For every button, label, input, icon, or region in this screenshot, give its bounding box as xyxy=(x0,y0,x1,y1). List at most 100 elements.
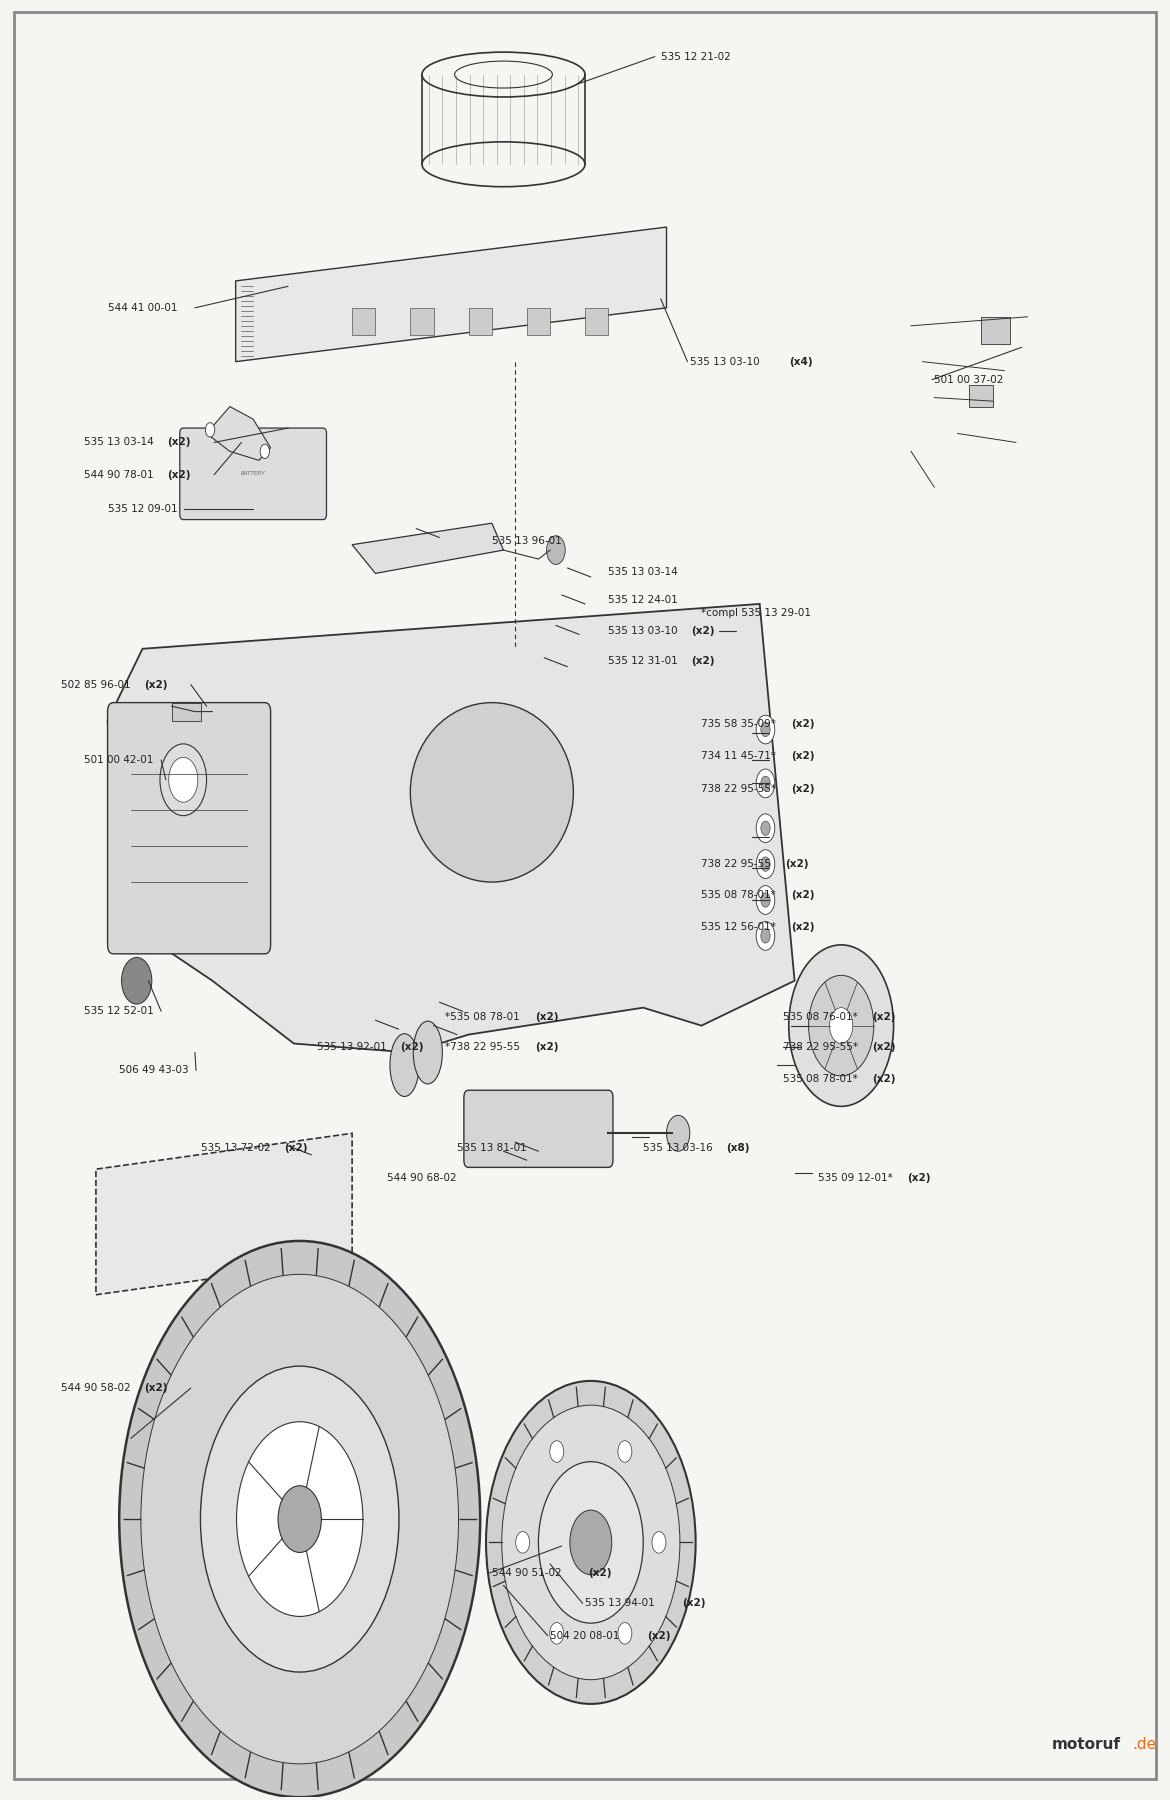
Bar xyxy=(411,308,434,335)
Text: *compl 535 13 29-01: *compl 535 13 29-01 xyxy=(702,608,812,617)
Text: 544 41 00-01: 544 41 00-01 xyxy=(108,302,177,313)
Text: (x2): (x2) xyxy=(400,1042,424,1053)
Text: (x2): (x2) xyxy=(791,889,814,900)
Text: (x2): (x2) xyxy=(873,1042,896,1053)
Polygon shape xyxy=(108,605,794,1053)
Text: (x2): (x2) xyxy=(873,1012,896,1022)
Text: (x2): (x2) xyxy=(535,1042,558,1053)
Text: 535 13 92-01: 535 13 92-01 xyxy=(317,1042,390,1053)
Ellipse shape xyxy=(168,758,198,803)
Text: *535 08 78-01: *535 08 78-01 xyxy=(446,1012,523,1022)
Text: (x2): (x2) xyxy=(908,1174,931,1183)
Polygon shape xyxy=(352,524,503,574)
Text: (x2): (x2) xyxy=(167,470,191,481)
Circle shape xyxy=(760,893,770,907)
Circle shape xyxy=(618,1440,632,1462)
FancyBboxPatch shape xyxy=(180,428,326,520)
Circle shape xyxy=(756,769,775,797)
Circle shape xyxy=(756,922,775,950)
Ellipse shape xyxy=(413,1021,442,1084)
Text: 535 12 24-01: 535 12 24-01 xyxy=(608,596,679,605)
Text: 535 12 21-02: 535 12 21-02 xyxy=(661,52,730,61)
Circle shape xyxy=(550,1440,564,1462)
Polygon shape xyxy=(207,407,270,461)
Circle shape xyxy=(200,1366,399,1672)
Text: 544 90 78-01: 544 90 78-01 xyxy=(84,470,157,481)
Text: motoruf: motoruf xyxy=(1052,1737,1121,1753)
Text: (x2): (x2) xyxy=(691,657,715,666)
Text: (x2): (x2) xyxy=(284,1143,308,1152)
Text: 535 08 76-01*: 535 08 76-01* xyxy=(783,1012,861,1022)
Text: 535 09 12-01*: 535 09 12-01* xyxy=(818,1174,896,1183)
Text: 535 08 78-01*: 535 08 78-01* xyxy=(702,889,779,900)
Text: 734 11 45-71*: 734 11 45-71* xyxy=(702,751,779,761)
Text: 535 13 72-02: 535 13 72-02 xyxy=(201,1143,274,1152)
Text: 506 49 43-03: 506 49 43-03 xyxy=(119,1066,188,1075)
Text: (x2): (x2) xyxy=(791,720,814,729)
Polygon shape xyxy=(235,227,667,362)
Bar xyxy=(969,385,992,407)
Text: 544 90 58-02: 544 90 58-02 xyxy=(61,1382,133,1393)
Text: (x2): (x2) xyxy=(873,1075,896,1084)
Text: 535 13 81-01: 535 13 81-01 xyxy=(457,1143,526,1152)
FancyBboxPatch shape xyxy=(463,1091,613,1168)
Circle shape xyxy=(122,958,152,1004)
Ellipse shape xyxy=(411,702,573,882)
Text: (x8): (x8) xyxy=(727,1143,750,1152)
Text: 738 22 95-55: 738 22 95-55 xyxy=(702,859,775,869)
Text: (x2): (x2) xyxy=(691,626,715,635)
Bar xyxy=(526,308,550,335)
Text: 535 13 03-16: 535 13 03-16 xyxy=(644,1143,716,1152)
Polygon shape xyxy=(96,1134,352,1294)
Text: 535 12 31-01: 535 12 31-01 xyxy=(608,657,681,666)
Text: 738 22 95-55*: 738 22 95-55* xyxy=(783,1042,861,1053)
Text: 535 12 09-01: 535 12 09-01 xyxy=(108,504,177,513)
Text: 738 22 95-55*: 738 22 95-55* xyxy=(702,783,779,794)
Text: 535 13 94-01: 535 13 94-01 xyxy=(585,1598,658,1609)
Text: (x2): (x2) xyxy=(167,437,191,448)
Text: (x2): (x2) xyxy=(144,680,167,689)
Circle shape xyxy=(538,1462,644,1624)
Text: 502 85 96-01: 502 85 96-01 xyxy=(61,680,133,689)
Circle shape xyxy=(756,814,775,842)
Circle shape xyxy=(667,1116,690,1152)
Text: (x2): (x2) xyxy=(589,1568,612,1579)
Bar xyxy=(468,308,491,335)
Text: 535 12 52-01: 535 12 52-01 xyxy=(84,1006,154,1017)
Text: 535 13 03-10: 535 13 03-10 xyxy=(608,626,681,635)
Text: 735 58 35-09*: 735 58 35-09* xyxy=(702,720,779,729)
Text: 535 13 96-01: 535 13 96-01 xyxy=(491,536,562,545)
Circle shape xyxy=(652,1532,666,1553)
Circle shape xyxy=(756,715,775,743)
Circle shape xyxy=(789,945,894,1107)
Circle shape xyxy=(760,821,770,835)
Text: (x2): (x2) xyxy=(682,1598,706,1609)
Text: 535 12 56-01*: 535 12 56-01* xyxy=(702,922,779,932)
Text: 504 20 08-01: 504 20 08-01 xyxy=(550,1631,622,1642)
Circle shape xyxy=(570,1510,612,1575)
Text: (x2): (x2) xyxy=(791,922,814,932)
Circle shape xyxy=(206,423,215,437)
Circle shape xyxy=(486,1381,696,1705)
Circle shape xyxy=(830,1008,853,1044)
Bar xyxy=(172,702,201,720)
Text: .de: .de xyxy=(1133,1737,1156,1753)
Circle shape xyxy=(516,1532,530,1553)
Text: 535 13 03-10: 535 13 03-10 xyxy=(690,356,763,367)
Text: 501 00 42-01: 501 00 42-01 xyxy=(84,754,153,765)
Text: 544 90 51-02: 544 90 51-02 xyxy=(491,1568,565,1579)
Circle shape xyxy=(550,1622,564,1643)
Bar xyxy=(352,308,376,335)
Circle shape xyxy=(260,445,269,459)
Circle shape xyxy=(546,536,565,565)
Bar xyxy=(585,308,608,335)
Circle shape xyxy=(760,722,770,736)
Text: (x2): (x2) xyxy=(791,783,814,794)
Circle shape xyxy=(760,776,770,790)
Text: (x4): (x4) xyxy=(789,356,812,367)
Text: (x2): (x2) xyxy=(785,859,808,869)
Text: (x2): (x2) xyxy=(535,1012,558,1022)
Circle shape xyxy=(236,1422,363,1616)
Circle shape xyxy=(756,850,775,878)
Circle shape xyxy=(760,857,770,871)
